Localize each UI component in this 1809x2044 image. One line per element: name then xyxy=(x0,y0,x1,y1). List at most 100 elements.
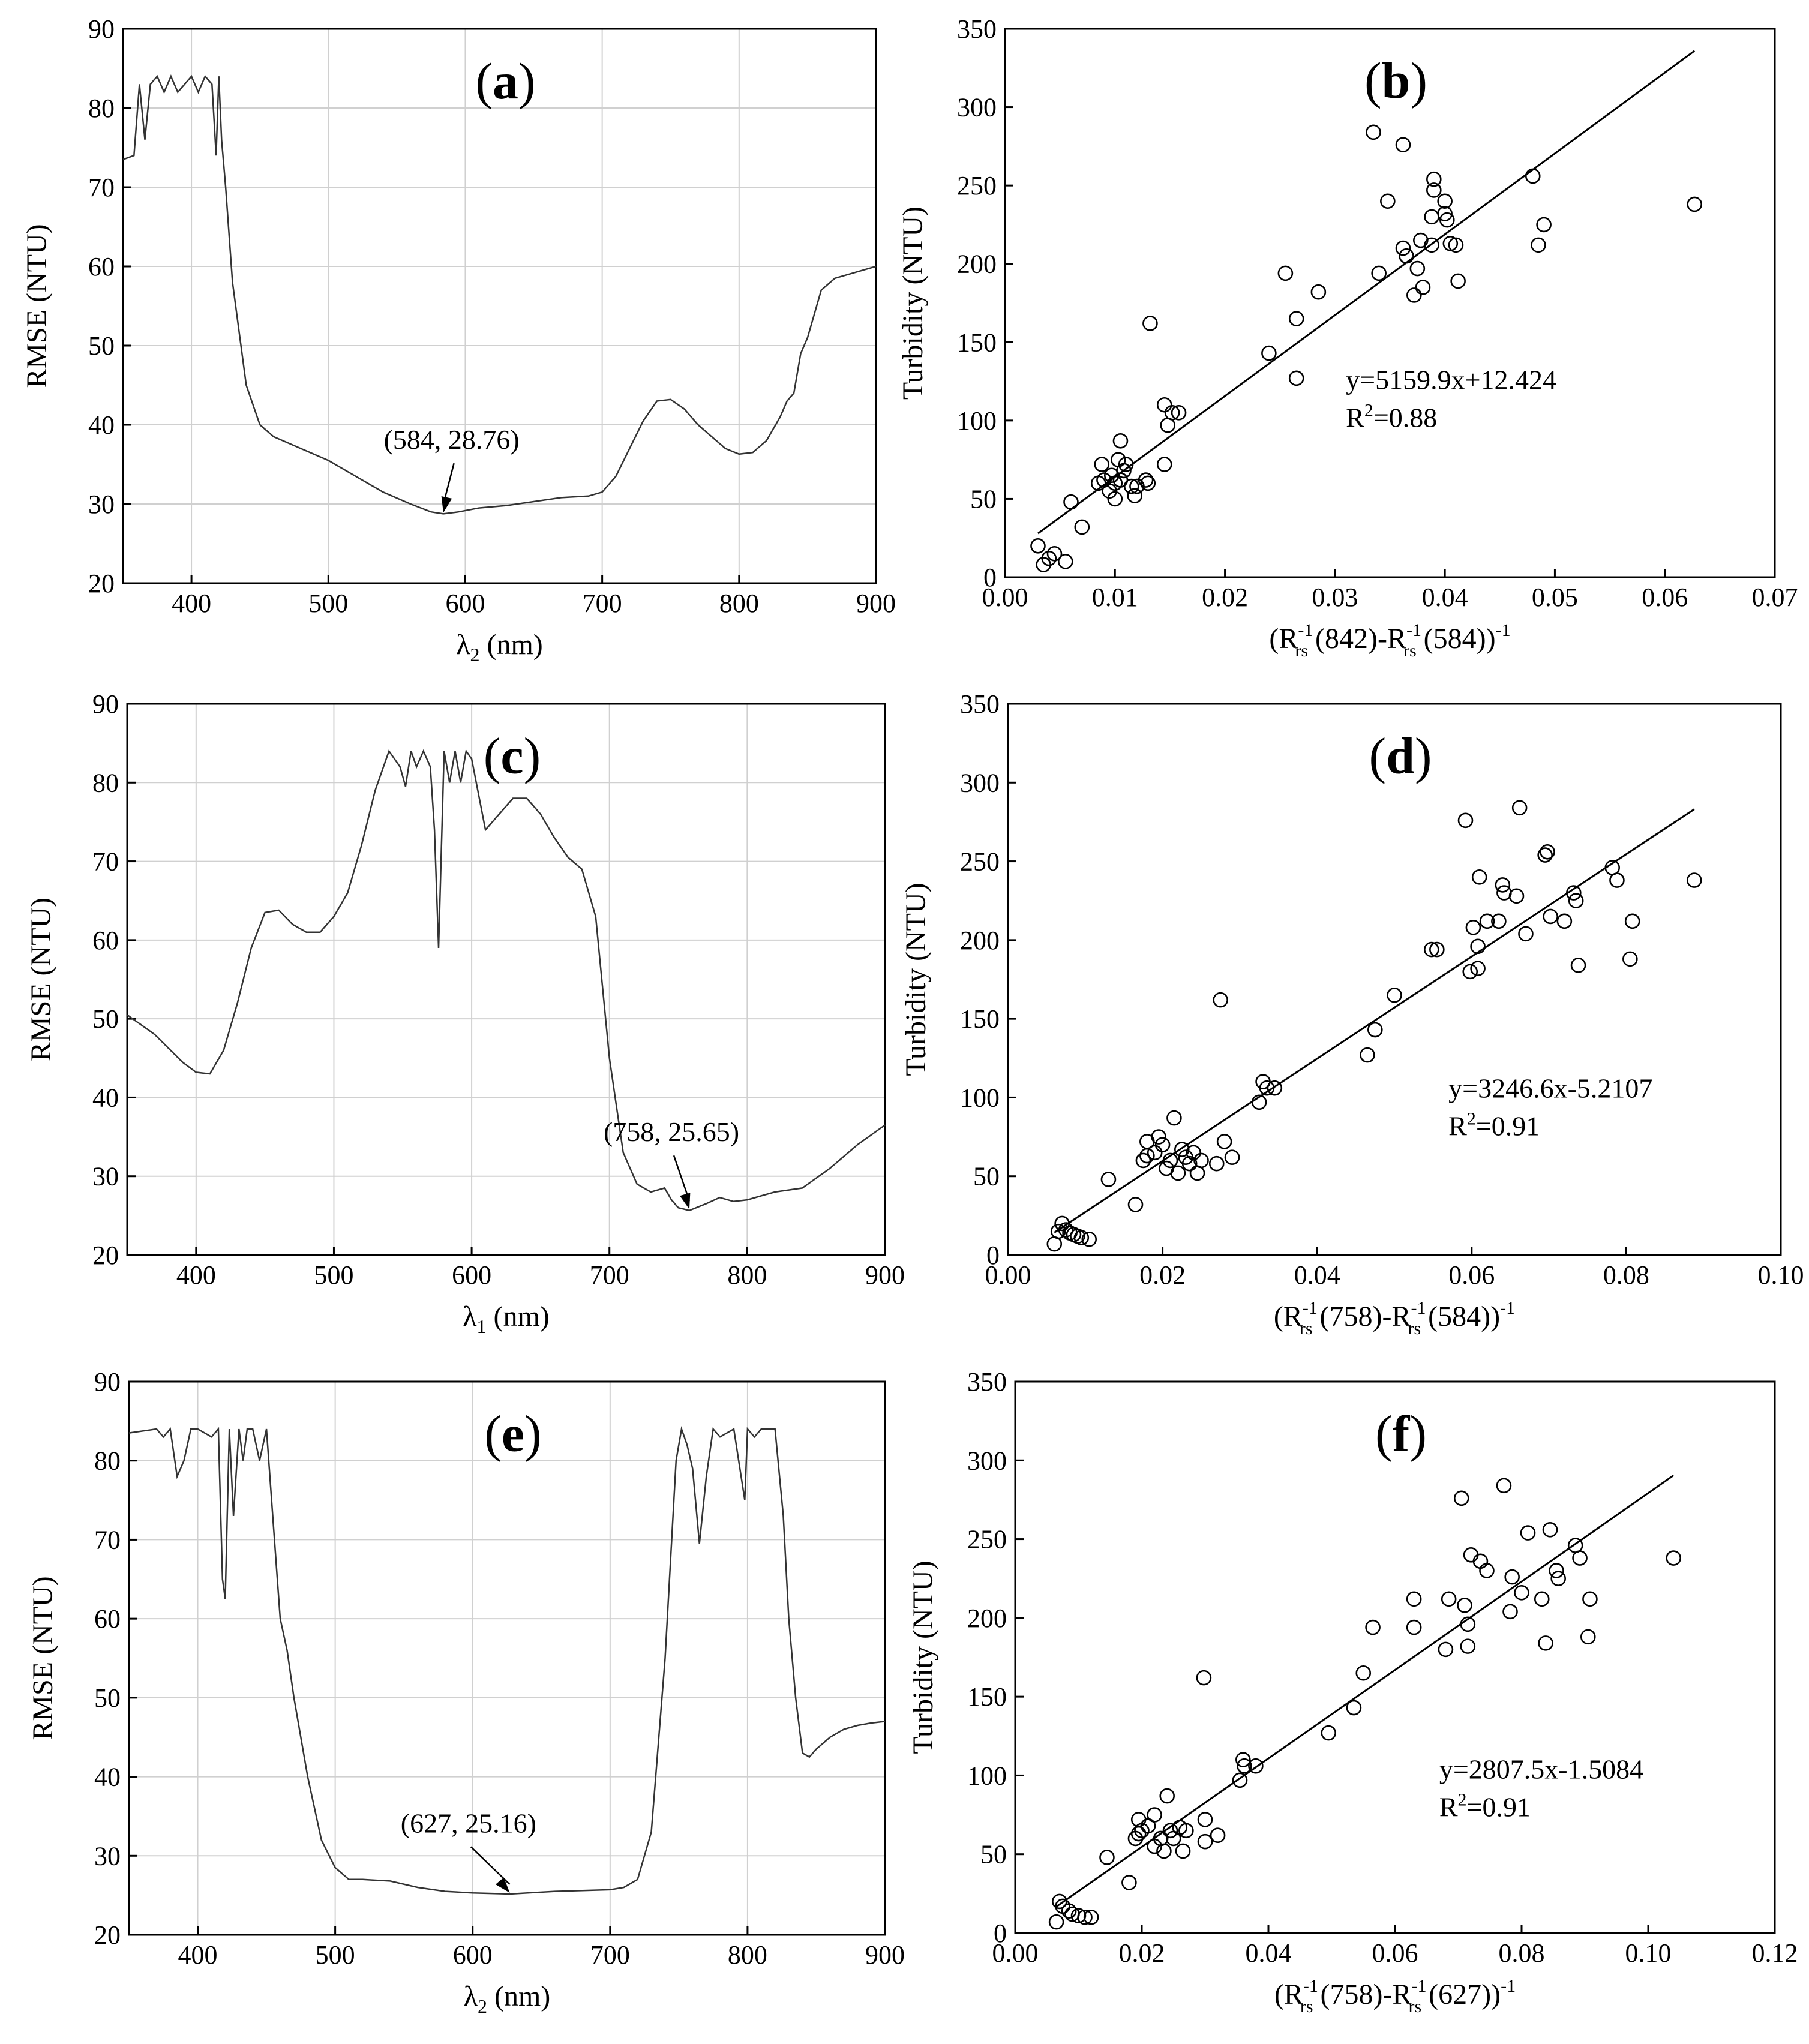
rmse-curve xyxy=(128,1426,886,1895)
x-tick-label: 0.02 xyxy=(1202,583,1248,612)
plot-frame xyxy=(128,1380,886,1936)
data-point xyxy=(1235,1752,1251,1767)
data-point xyxy=(1687,196,1703,212)
y-tick-label: 70 xyxy=(92,847,119,877)
data-point xyxy=(1609,872,1625,888)
y-tick-label: 20 xyxy=(92,1241,119,1270)
fit-line xyxy=(1055,1475,1675,1908)
data-point xyxy=(1504,1569,1520,1585)
data-point xyxy=(1063,494,1079,510)
data-point xyxy=(1437,206,1453,221)
data-point xyxy=(1518,926,1534,942)
data-point xyxy=(1540,844,1555,860)
regression-equation: y=5159.9x+12.424 xyxy=(1346,365,1556,395)
x-axis-title: λ1 (nm) xyxy=(463,1301,550,1337)
data-point xyxy=(1465,920,1481,935)
x-tick-label: 0.06 xyxy=(1448,1260,1495,1290)
y-tick-label: 20 xyxy=(88,569,115,598)
data-point xyxy=(1550,1571,1566,1587)
data-point xyxy=(1116,463,1132,479)
rmse-curve xyxy=(127,749,886,1212)
x-tick-label: 700 xyxy=(583,589,622,618)
data-point xyxy=(1471,869,1487,885)
data-point xyxy=(1237,1758,1252,1774)
panel-d: 0.00 0.02 0.04 0.06 0.08 0.10 0 50 100 150 200 250 3… xyxy=(900,689,1804,1338)
y-tick-label: 90 xyxy=(88,14,115,44)
data-point xyxy=(1216,1134,1232,1149)
data-point xyxy=(1178,1823,1194,1839)
panel-f: 0.00 0.02 0.04 0.06 0.08 0.10 0.12 0 50 100 150 200… xyxy=(907,1367,1798,2016)
x-tick-label: 700 xyxy=(590,1940,630,1970)
y-tick-label: 150 xyxy=(957,328,997,357)
plot-frame xyxy=(1007,703,1782,1256)
data-point xyxy=(1508,888,1525,904)
data-point xyxy=(1438,1641,1454,1658)
data-point xyxy=(1470,961,1486,976)
panel-label: (e) xyxy=(484,1405,541,1463)
data-point xyxy=(1166,1110,1182,1126)
annotation-arrowhead xyxy=(495,1877,510,1893)
data-point xyxy=(1580,1629,1596,1645)
x-axis-title: (R-1 rs (758)-R-1 rs (627))-1 xyxy=(1274,1976,1516,2016)
y-tick-label: 300 xyxy=(960,768,1000,797)
x-tick-label: 400 xyxy=(172,589,211,618)
data-point xyxy=(1622,951,1638,967)
data-point xyxy=(1224,1149,1240,1166)
data-point xyxy=(1151,1129,1166,1145)
x-tick-label: 800 xyxy=(719,589,759,618)
y-tick-label: 50 xyxy=(980,1840,1007,1869)
data-point xyxy=(1472,1553,1489,1569)
data-point xyxy=(1160,417,1176,433)
data-point xyxy=(1197,1812,1213,1827)
data-point xyxy=(1536,217,1552,233)
y-tick-label: 350 xyxy=(957,14,997,44)
y-tick-label: 60 xyxy=(88,252,115,281)
y-tick-label: 80 xyxy=(88,94,115,123)
x-tick-label: 900 xyxy=(865,1260,905,1290)
y-tick-label: 250 xyxy=(960,847,1000,877)
y-tick-label: 50 xyxy=(970,484,997,514)
data-point xyxy=(1395,137,1411,153)
data-point xyxy=(1288,370,1304,386)
panel-label: (c) xyxy=(484,727,541,784)
data-point xyxy=(1058,1222,1074,1238)
y-axis-title: Turbidity (NTU) xyxy=(907,1560,939,1754)
x-tick-label: 0.01 xyxy=(1092,583,1138,612)
y-tick-label: 150 xyxy=(967,1682,1007,1712)
data-point xyxy=(1448,237,1464,253)
data-point xyxy=(1566,885,1582,901)
data-point xyxy=(1193,1152,1209,1169)
data-point xyxy=(1127,1197,1144,1212)
plot-frame xyxy=(1004,28,1776,578)
data-point xyxy=(1164,404,1180,421)
data-point xyxy=(1213,992,1228,1008)
annotation-label: (584, 28.76) xyxy=(384,424,520,455)
data-point xyxy=(1686,872,1702,888)
panel-label: (f) xyxy=(1375,1404,1427,1462)
data-point xyxy=(1058,554,1073,569)
data-point xyxy=(1409,260,1426,277)
data-point xyxy=(1174,1142,1190,1157)
data-point xyxy=(1549,1563,1564,1578)
data-point xyxy=(1248,1758,1264,1774)
data-point xyxy=(1077,1909,1093,1925)
data-point xyxy=(1321,1725,1337,1741)
data-point xyxy=(1127,488,1143,504)
data-point xyxy=(1050,1223,1066,1239)
y-axis-title: Turbidity (NTU) xyxy=(900,883,932,1076)
plot-frame xyxy=(126,703,886,1256)
y-tick-label: 150 xyxy=(960,1004,1000,1034)
data-point xyxy=(1162,1823,1178,1839)
x-tick-label: 500 xyxy=(314,1260,353,1290)
data-point xyxy=(1197,1833,1213,1850)
y-tick-label: 250 xyxy=(957,171,997,200)
y-tick-label: 60 xyxy=(94,1604,121,1634)
data-point xyxy=(1074,519,1090,535)
x-tick-label: 500 xyxy=(308,589,348,618)
data-point xyxy=(1367,1022,1383,1038)
data-point xyxy=(1159,1788,1175,1804)
y-tick-label: 30 xyxy=(88,490,115,519)
x-tick-label: 0.02 xyxy=(1139,1260,1186,1290)
data-point xyxy=(1424,237,1439,253)
x-tick-label: 0.06 xyxy=(1372,1938,1418,1968)
